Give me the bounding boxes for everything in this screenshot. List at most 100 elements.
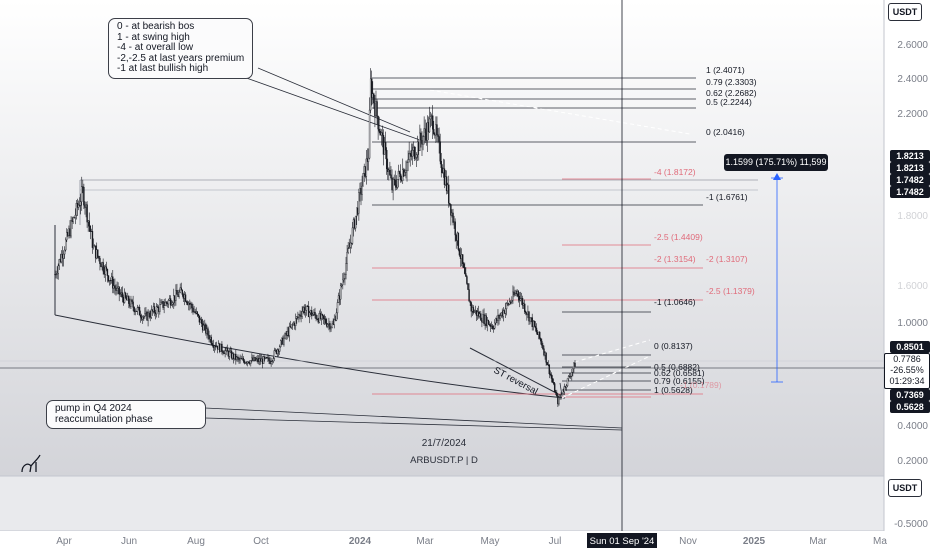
candle-body bbox=[239, 358, 241, 361]
pump-pointer bbox=[204, 407, 623, 429]
time-tick: Jul bbox=[549, 536, 562, 547]
candle-body bbox=[234, 353, 236, 360]
candle-body bbox=[160, 302, 162, 305]
candle-body bbox=[93, 245, 96, 247]
candle-body bbox=[338, 295, 341, 300]
candle-body bbox=[209, 336, 211, 340]
candle-body bbox=[72, 217, 74, 222]
candle-body bbox=[429, 116, 432, 120]
candle-body bbox=[449, 202, 451, 205]
candle-body bbox=[453, 221, 455, 223]
candle-body bbox=[136, 307, 139, 312]
candle-body bbox=[423, 128, 425, 137]
candle-body bbox=[509, 301, 511, 305]
candle-body bbox=[252, 357, 254, 361]
candle-body bbox=[228, 351, 231, 357]
candle-body bbox=[437, 134, 439, 137]
candle-body bbox=[288, 326, 291, 337]
candle-body bbox=[169, 298, 172, 306]
candle-body bbox=[179, 287, 181, 293]
time-tick: 2025 bbox=[743, 536, 766, 547]
candle-body bbox=[425, 132, 427, 141]
time-tick: Mar bbox=[416, 536, 434, 547]
candle-body bbox=[459, 255, 462, 259]
candle-body bbox=[368, 109, 371, 159]
candle-body bbox=[267, 357, 269, 359]
candle-body bbox=[70, 220, 72, 237]
candle-body bbox=[175, 290, 177, 301]
legend-note[interactable]: 0 - at bearish bos 1 - at swing high -4 … bbox=[108, 18, 254, 79]
candle-body bbox=[257, 358, 259, 362]
time-axis[interactable] bbox=[0, 531, 932, 550]
candle-body bbox=[323, 318, 326, 320]
time-tick: Aug bbox=[187, 536, 205, 547]
candle-body bbox=[206, 328, 208, 334]
pump-note[interactable]: pump in Q4 2024 reaccumulation phase bbox=[46, 400, 206, 429]
candle-body bbox=[262, 356, 265, 364]
candle-body bbox=[184, 294, 187, 302]
candle-body bbox=[313, 311, 315, 315]
candle-body bbox=[73, 217, 75, 219]
candle-body bbox=[204, 324, 206, 326]
currency-button-lower[interactable]: USDT bbox=[888, 479, 922, 497]
candle-body bbox=[544, 352, 546, 356]
candle-body bbox=[465, 273, 467, 277]
candle-body bbox=[513, 291, 515, 296]
candle-body bbox=[504, 308, 507, 314]
candle-body bbox=[435, 124, 437, 136]
candle-body bbox=[210, 336, 212, 344]
price-tick: 0.2000 bbox=[897, 456, 928, 467]
candle-body bbox=[361, 185, 363, 195]
candle-body bbox=[505, 303, 508, 310]
candle-body bbox=[344, 274, 346, 279]
candle-body bbox=[314, 311, 316, 316]
candle-body bbox=[422, 136, 424, 145]
candle-body bbox=[531, 317, 533, 327]
candle-body bbox=[207, 328, 209, 336]
candle-body bbox=[400, 179, 403, 181]
fib-label: -2.5 (1.1379) bbox=[706, 286, 755, 296]
candle-body bbox=[121, 292, 124, 298]
candle-body bbox=[395, 184, 398, 188]
candle-body bbox=[473, 311, 476, 313]
candle-body bbox=[342, 279, 344, 285]
candle-body bbox=[306, 305, 309, 307]
price-axis[interactable] bbox=[884, 0, 932, 531]
candle-body bbox=[308, 312, 311, 318]
candle-body bbox=[388, 169, 390, 172]
candle-body bbox=[182, 294, 185, 299]
candle-body bbox=[332, 323, 334, 325]
candle-body bbox=[411, 150, 414, 157]
candle-body bbox=[398, 171, 401, 175]
candle-body bbox=[199, 319, 202, 323]
candle-body bbox=[201, 323, 204, 331]
candle-body bbox=[456, 232, 459, 241]
candles-group bbox=[54, 68, 576, 408]
candle-body bbox=[164, 301, 166, 306]
candle-body bbox=[162, 301, 164, 308]
candle-body bbox=[457, 232, 460, 250]
candle-body bbox=[468, 289, 470, 302]
candle-body bbox=[547, 364, 549, 366]
candle-body bbox=[328, 323, 330, 325]
candle-body bbox=[304, 310, 307, 314]
candle-body bbox=[243, 360, 246, 364]
candle-body bbox=[151, 309, 154, 312]
candle-body bbox=[507, 303, 510, 305]
candle-body bbox=[195, 311, 197, 314]
candle-body bbox=[324, 319, 327, 324]
candle-body bbox=[260, 358, 263, 362]
candle-body bbox=[161, 301, 163, 303]
candle-body bbox=[289, 326, 292, 328]
measure-box: 1.1599 (175.71%) 11,599 bbox=[724, 154, 828, 171]
candle-body bbox=[427, 122, 430, 133]
candle-body bbox=[573, 362, 575, 370]
candle-body bbox=[118, 286, 120, 295]
candle-body bbox=[537, 331, 540, 335]
currency-button[interactable]: USDT bbox=[888, 3, 922, 21]
candle-body bbox=[346, 251, 348, 264]
candle-body bbox=[292, 322, 295, 325]
candle-body bbox=[123, 292, 126, 303]
candle-body bbox=[198, 315, 201, 323]
